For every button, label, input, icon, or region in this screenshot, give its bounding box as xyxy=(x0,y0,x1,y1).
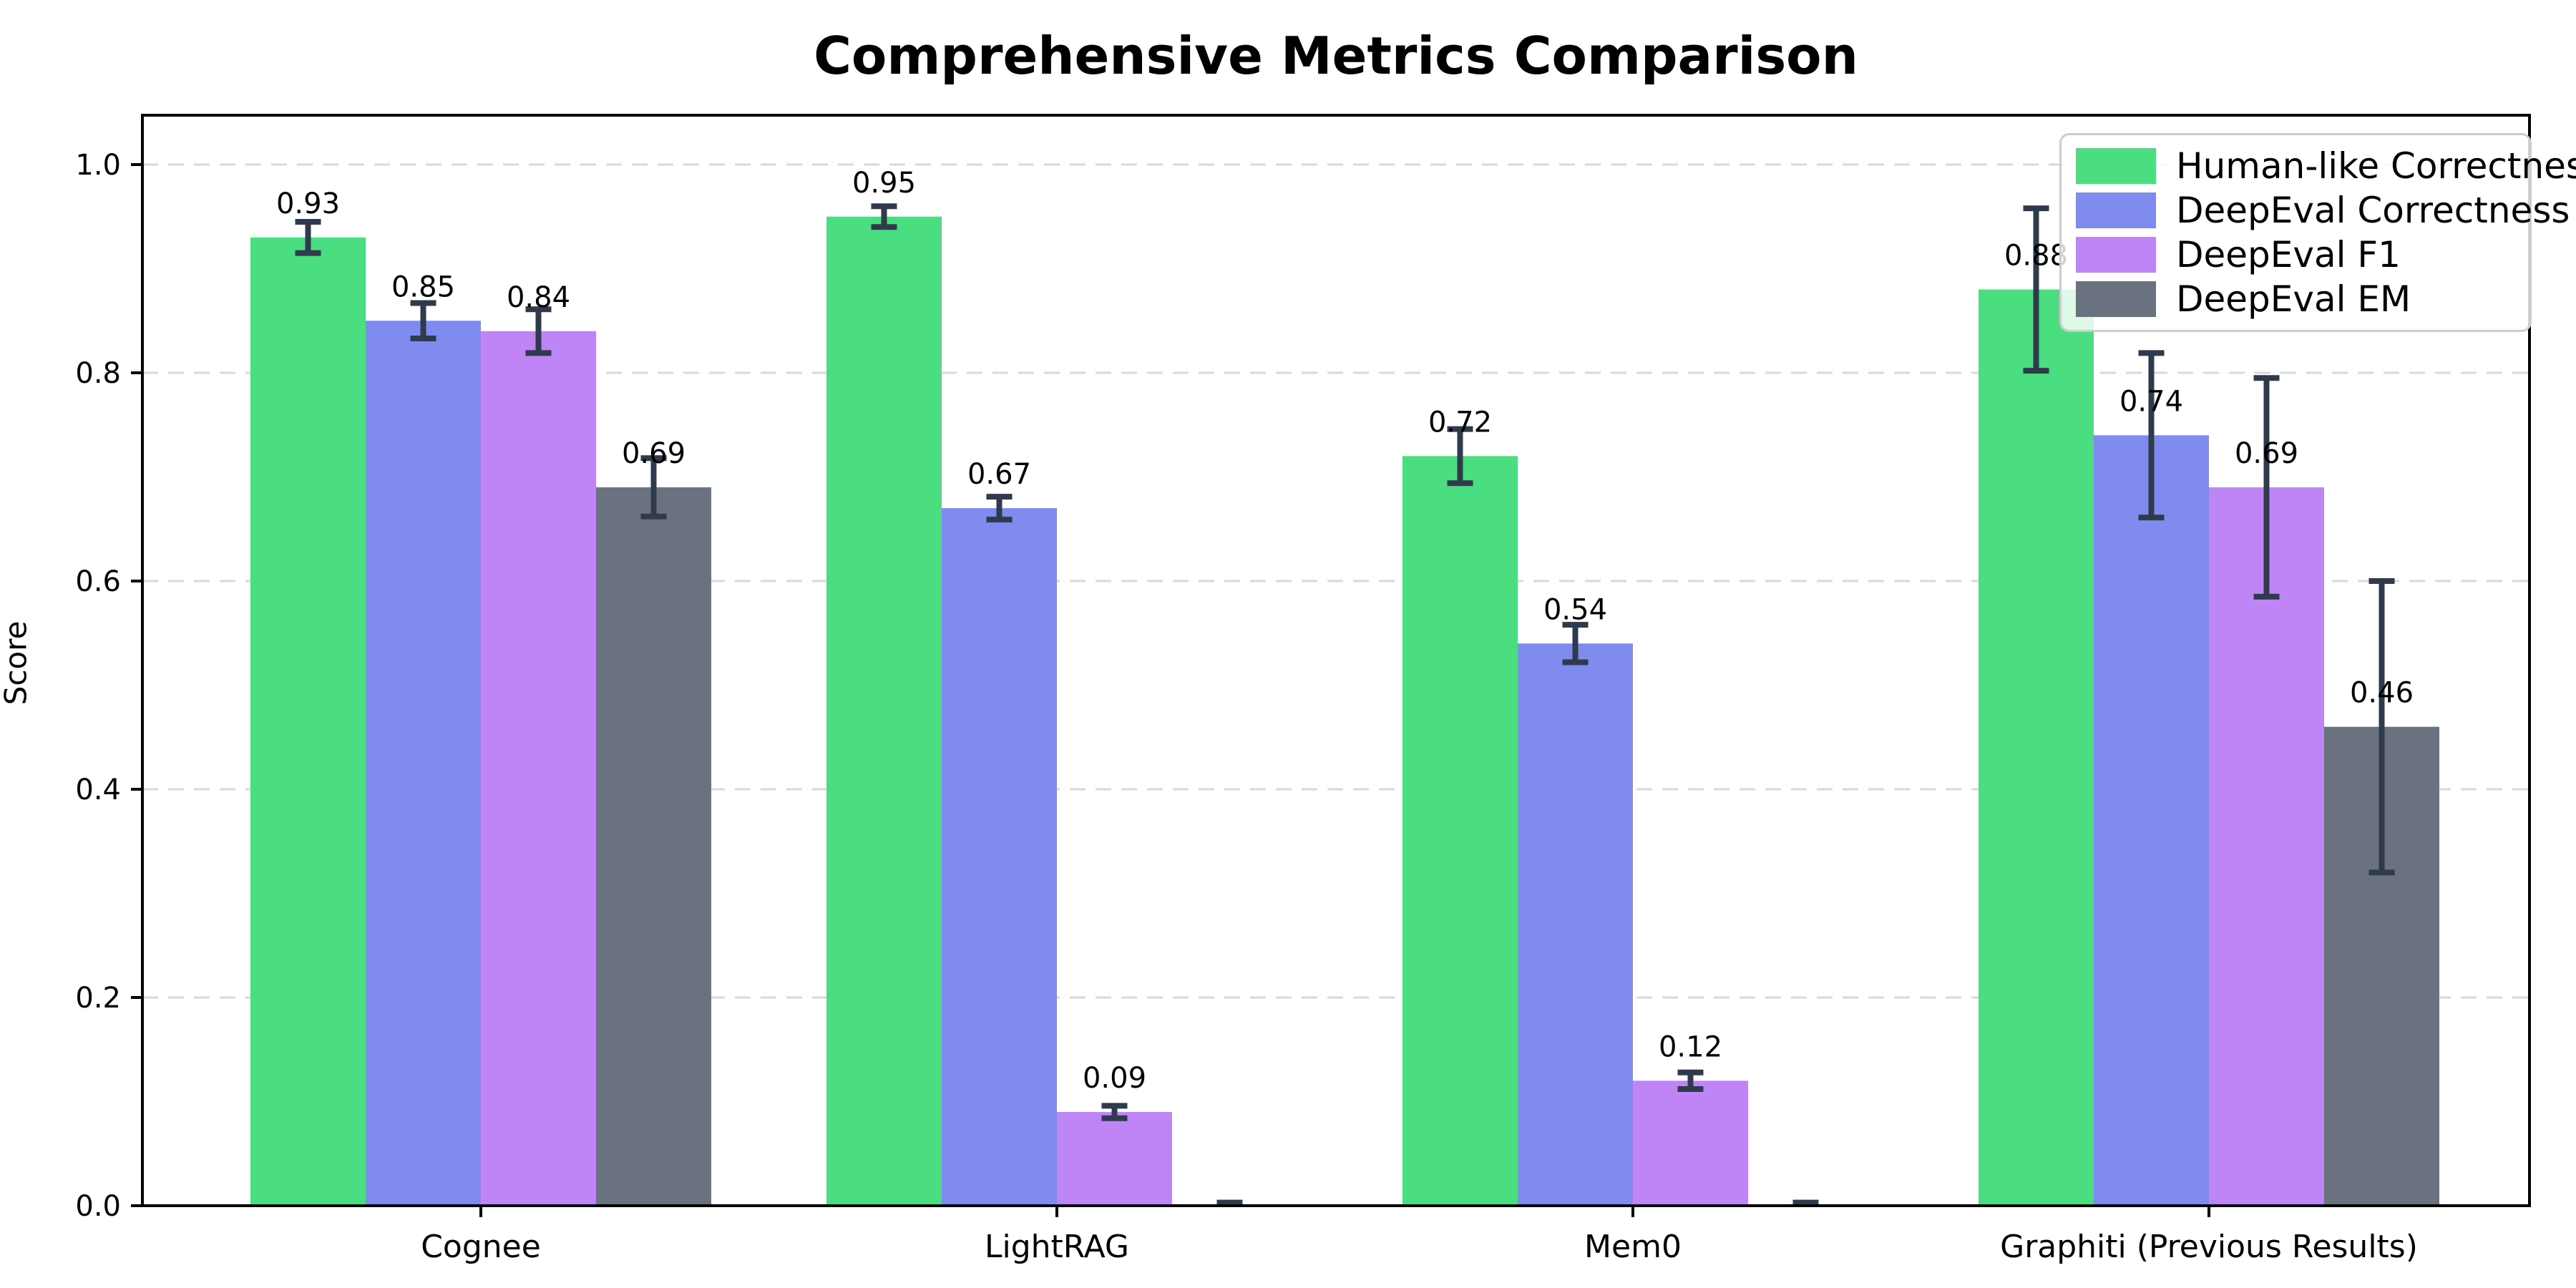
bar-value-label: 0.72 xyxy=(1428,406,1492,439)
legend-swatch-icon xyxy=(2076,237,2156,273)
y-tick-label: 0.0 xyxy=(75,1190,121,1223)
bar-value-label: 0.09 xyxy=(1083,1062,1146,1095)
bar xyxy=(250,237,366,1206)
bar-value-label: 0.54 xyxy=(1543,593,1607,626)
bar-value-label: 0.67 xyxy=(967,458,1031,491)
y-tick-label: 0.6 xyxy=(75,565,121,598)
x-tick-label: LightRAG xyxy=(985,1229,1129,1265)
bar xyxy=(1518,643,1633,1206)
x-tick-label: Graphiti (Previous Results) xyxy=(2000,1229,2418,1265)
legend-item: DeepEval EM xyxy=(2076,277,2515,321)
bar xyxy=(2094,435,2209,1206)
bar-value-label: 0.46 xyxy=(2350,677,2414,710)
bar xyxy=(1633,1080,1748,1206)
legend-label: DeepEval EM xyxy=(2176,278,2411,320)
legend-swatch-icon xyxy=(2076,281,2156,317)
bar-value-label: 0.69 xyxy=(2235,437,2298,470)
legend-label: DeepEval Correctness xyxy=(2176,190,2570,231)
bar xyxy=(1979,289,2094,1206)
plot-border xyxy=(141,114,2531,1207)
bar-value-label: 0.74 xyxy=(2119,385,2183,418)
y-tick-label: 0.8 xyxy=(75,357,121,390)
legend-item: DeepEval F1 xyxy=(2076,233,2515,277)
y-tick-label: 1.0 xyxy=(75,149,121,182)
bar-value-label: 0.85 xyxy=(391,270,455,303)
legend-swatch-icon xyxy=(2076,192,2156,228)
legend-label: Human-like Correctness xyxy=(2176,145,2576,187)
bar xyxy=(942,508,1057,1206)
legend-label: DeepEval F1 xyxy=(2176,234,2401,275)
x-tick-label: Mem0 xyxy=(1584,1229,1682,1265)
bar xyxy=(481,331,596,1206)
bar xyxy=(1057,1112,1172,1206)
bar xyxy=(2209,487,2324,1206)
y-tick-label: 0.2 xyxy=(75,982,121,1015)
bar-value-label: 0.12 xyxy=(1659,1030,1722,1063)
bar xyxy=(1402,456,1518,1206)
bar-value-label: 0.84 xyxy=(507,281,570,314)
legend-item: Human-like Correctness xyxy=(2076,144,2576,188)
bar-value-label: 0.95 xyxy=(852,167,916,200)
bar xyxy=(366,321,481,1206)
x-tick-label: Cognee xyxy=(421,1229,541,1265)
bar-value-label: 0.93 xyxy=(276,187,340,220)
y-tick-label: 0.4 xyxy=(75,774,121,806)
bar-value-label: 0.69 xyxy=(622,437,686,470)
legend: Human-like Correctness DeepEval Correctne… xyxy=(2059,133,2576,332)
bar xyxy=(596,487,711,1206)
legend-item: DeepEval Correctness xyxy=(2076,188,2570,233)
chart-title: Comprehensive Metrics Comparison xyxy=(814,26,1858,86)
bar-value-label: 0.88 xyxy=(2004,240,2068,273)
bar xyxy=(826,216,942,1206)
legend-swatch-icon xyxy=(2076,148,2156,184)
